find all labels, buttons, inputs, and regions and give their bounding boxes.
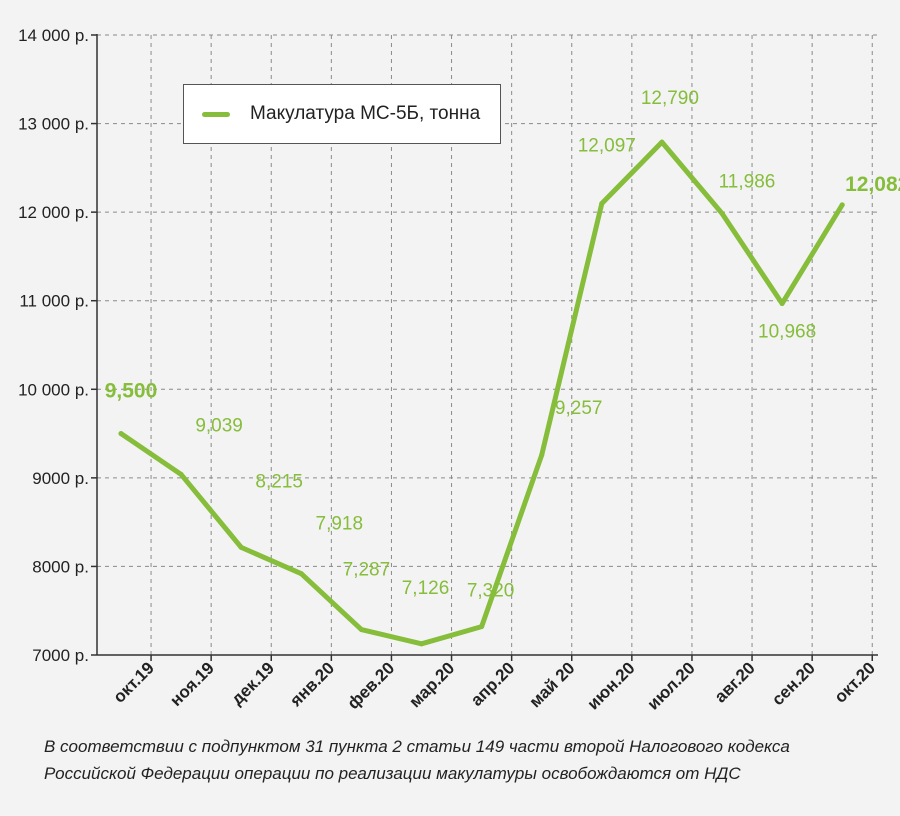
footnote-line-1: В соответствии с подпунктом 31 пункта 2 … [44, 737, 790, 756]
y-tick-label: 13 000 р. [18, 115, 89, 134]
x-tick-label: окт.19 [109, 658, 157, 706]
y-tick-label: 9000 р. [32, 469, 89, 488]
data-label: 9,500 [105, 380, 158, 403]
x-tick-label: май 20 [526, 658, 579, 711]
data-label: 7,126 [402, 578, 450, 599]
x-tick-label: июн.20 [584, 658, 639, 713]
footnote: В соответствии с подпунктом 31 пункта 2 … [44, 733, 884, 787]
x-tick-label: авг.20 [711, 658, 759, 706]
x-tick-label: дек.19 [228, 658, 278, 708]
legend-swatch [202, 111, 230, 117]
data-point [118, 431, 124, 437]
data-label: 11,986 [719, 171, 776, 192]
y-tick-label: 11 000 р. [19, 292, 89, 311]
data-label: 12,790 [641, 88, 699, 109]
data-label: 7,918 [316, 514, 364, 535]
data-point [779, 301, 785, 307]
data-point [719, 210, 725, 216]
data-point [659, 139, 665, 145]
data-label: 9,257 [555, 398, 603, 419]
data-label: 10,968 [758, 322, 816, 343]
data-point [358, 627, 364, 633]
data-point [298, 571, 304, 577]
x-tick-label: мар.20 [405, 658, 458, 711]
data-point [599, 201, 605, 207]
data-label: 8,215 [255, 471, 303, 492]
y-tick-label: 10 000 р. [18, 380, 89, 399]
data-label: 7,287 [343, 560, 391, 581]
series-line [118, 139, 845, 647]
data-label: 12,082 [845, 173, 900, 196]
x-tick-label: сен.20 [768, 658, 819, 709]
x-tick-label: апр.20 [467, 658, 518, 709]
footnote-line-2: Российской Федерации операции по реализа… [44, 764, 741, 783]
data-label: 12,097 [578, 136, 636, 157]
y-tick-label: 12 000 р. [18, 203, 89, 222]
data-label: 7,320 [467, 581, 515, 602]
x-tick-label: ноя.19 [166, 658, 218, 710]
y-tick-label: 7000 р. [32, 646, 89, 665]
data-point [178, 471, 184, 477]
x-tick-label: июл.20 [644, 658, 699, 713]
y-tick-label: 8000 р. [32, 557, 89, 576]
y-tick-label: 14 000 р. [18, 26, 89, 45]
data-point [479, 624, 485, 630]
legend-label: Макулатура МС-5Б, тонна [250, 103, 481, 124]
x-tick-label: окт.20 [831, 658, 879, 706]
data-point [419, 641, 424, 647]
data-point [539, 452, 545, 458]
x-tick-label: янв.20 [286, 658, 339, 711]
x-tick-label: фев.20 [344, 658, 399, 713]
data-label: 9,039 [195, 415, 243, 436]
data-point [238, 544, 244, 550]
legend: Макулатура МС-5Б, тонна [183, 84, 501, 144]
data-point [839, 202, 845, 208]
